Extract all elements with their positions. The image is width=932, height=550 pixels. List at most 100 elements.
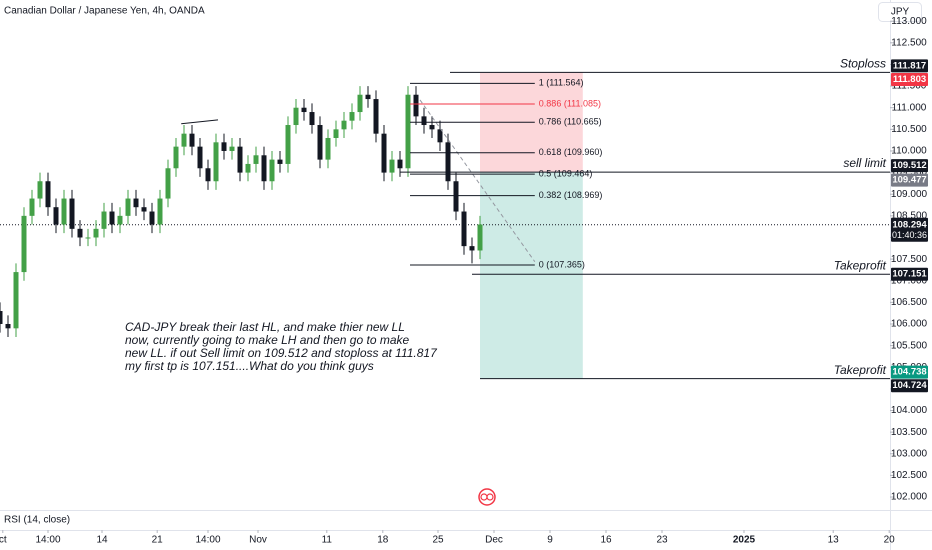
candle-body [301,107,307,113]
price-line-label: Takeprofit [834,363,887,377]
y-tick-label: 112.500 [891,37,927,48]
candle-body [357,94,363,113]
price-marker [891,59,928,73]
candle-body [141,207,147,212]
position-reward [480,172,583,379]
y-tick-label: 107.000 [891,275,928,286]
candle-body [309,112,315,126]
trend-line [419,99,536,262]
candle-body [317,125,323,160]
fib-label: 0 (107.365) [539,259,585,269]
x-tick-label: 14:00 [35,535,60,546]
y-tick-label: 106.000 [891,319,928,330]
candle-body [37,181,43,199]
price-marker-label: 104.724 [892,380,927,391]
candle-body [261,155,267,182]
y-tick-label: 106.500 [891,297,928,308]
candle-body [469,246,475,251]
candle-body [53,207,59,225]
y-tick-label: 109.500 [891,167,928,178]
x-tick-label: 23 [656,535,668,546]
candle-body [277,159,283,164]
candle-body [373,99,379,134]
candle-body [365,94,371,100]
y-tick-label: 104.000 [891,405,928,416]
symbol-title: Canadian Dollar / Japanese Yen, 4h, OAND… [4,6,205,17]
candle-body [437,129,443,143]
fib-label: 0.786 (110.665) [539,117,602,127]
price-line-label: Takeprofit [834,258,887,272]
candle-body [453,181,459,212]
candle-body [461,211,467,247]
candle-body [101,211,107,229]
price-line-label: sell limit [843,156,886,170]
y-tick-label: 102.500 [891,470,928,481]
candle-body [157,198,163,225]
candle-body [165,168,171,199]
candle-body [133,198,139,208]
candle-body [173,146,179,169]
price-marker-label: 109.477 [892,175,926,186]
y-tick-label: 110.000 [891,146,927,157]
candle-body [445,142,451,182]
x-tick-label: 21 [152,535,164,546]
candle-body [269,159,275,182]
x-tick-label: 11 [322,535,333,546]
candle-body [213,142,219,182]
price-marker [891,173,928,187]
countdown: 01:40:36 [892,230,927,240]
candle-body [85,237,91,239]
price-marker-label: 107.151 [892,269,927,280]
candle-body [421,116,427,126]
candle-body [77,228,83,238]
candle-body [325,137,331,160]
x-tick-label: Dec [485,535,503,546]
candle-body [13,272,19,329]
y-tick-label: 103.000 [891,448,928,459]
candle-body [149,211,155,225]
x-tick-label: 14 [96,535,108,546]
y-tick-label: 109.000 [891,189,928,200]
candle-body [29,198,35,216]
y-tick-label: 107.500 [891,254,928,265]
candle-body [237,146,243,173]
candle-body [381,133,387,173]
fib-label: 0.618 (109.960) [539,147,603,157]
candle-body [333,129,339,138]
candle-body [109,211,115,225]
price-marker-label: 109.512 [892,160,926,171]
candle-body [245,163,251,173]
x-tick-label: Nov [249,535,267,546]
x-tick-label: 18 [377,535,389,546]
candle-body [221,142,227,151]
candle-body [45,181,51,208]
candle-body [397,159,403,169]
candle-body [69,198,75,229]
x-tick-label: 2025 [733,535,756,546]
fib-label: 0.382 (108.969) [539,190,603,200]
candle-body [229,146,235,151]
annotation-line: now, currently going to make LH and then… [125,333,409,347]
price-marker [891,72,928,86]
x-tick-label: 14:00 [195,535,220,546]
candle-body [189,133,195,147]
candle-body [413,94,419,117]
candle-body [389,159,395,173]
candle-body [341,120,347,130]
candle-body [285,125,291,164]
fib-label: 1 (111.564) [539,78,584,88]
candle-body [253,155,259,164]
x-tick-label: 25 [432,535,444,546]
annotation-line: new LL. if out Sell limit on 109.512 and… [125,346,438,360]
y-tick-label: 103.500 [891,427,928,438]
x-tick-label: 20 [884,535,896,546]
currency-button[interactable] [878,2,922,22]
annotation-line: CAD-JPY break their last HL, and make th… [125,320,405,334]
last-price-marker [891,217,928,242]
fib-label: 0.5 (109.464) [539,169,593,179]
logo [478,488,496,506]
candle-body [5,323,11,329]
price-marker [891,159,928,173]
